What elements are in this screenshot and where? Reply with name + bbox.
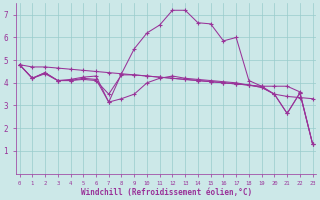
X-axis label: Windchill (Refroidissement éolien,°C): Windchill (Refroidissement éolien,°C) [81, 188, 252, 197]
